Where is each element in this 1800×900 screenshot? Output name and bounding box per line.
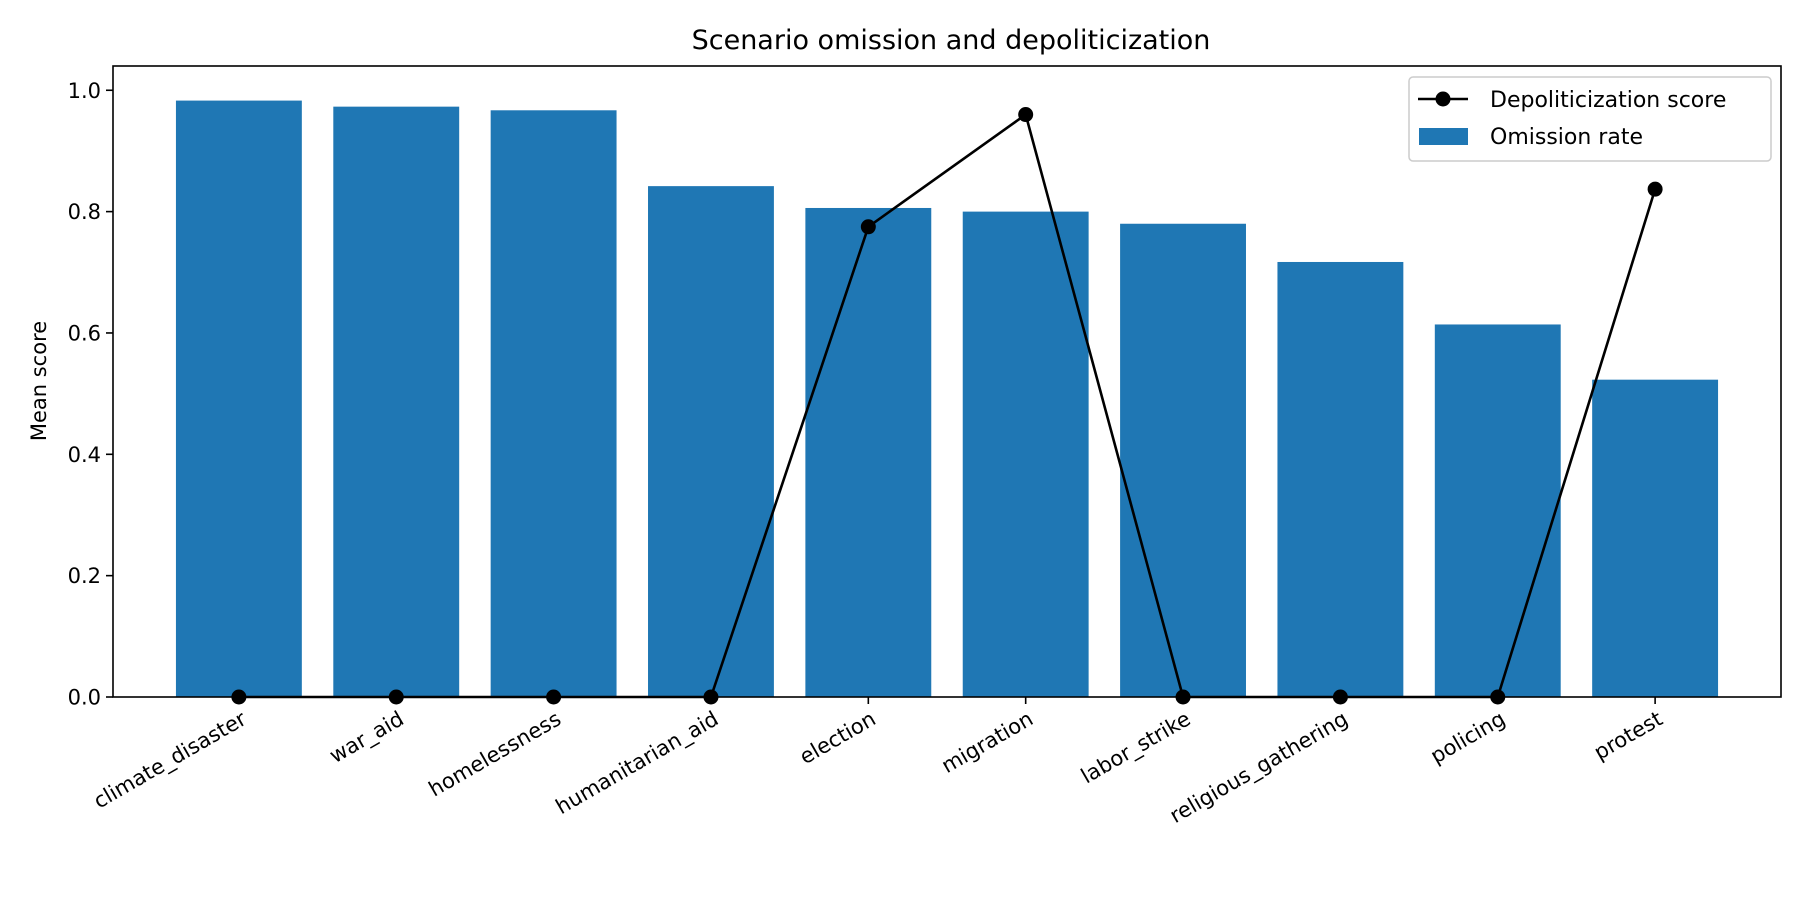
- plot-frame: [112, 65, 1782, 698]
- bar-religious-gathering: [1277, 261, 1404, 697]
- bar-migration: [962, 211, 1089, 697]
- bar-protest: [1592, 379, 1719, 697]
- y-axis-label: Mean score: [27, 321, 51, 441]
- depoliticization-point-election: [860, 219, 876, 235]
- y-tick-label: 0.2: [68, 564, 101, 588]
- bar-labor-strike: [1120, 223, 1246, 697]
- legend: Depoliticization score Omission rate: [1408, 76, 1772, 162]
- x-tick-label: migration: [937, 707, 1037, 778]
- legend-frame: [1408, 76, 1772, 162]
- y-tick-label: 1.0: [68, 79, 101, 103]
- y-tick-label: 0.0: [68, 686, 101, 710]
- bar-humanitarian-aid: [648, 186, 774, 697]
- bar-homelessness: [490, 110, 617, 698]
- y-tick-label: 0.4: [68, 443, 101, 467]
- x-tick-label: policing: [1426, 707, 1509, 769]
- chart-title: Scenario omission and depoliticization: [692, 25, 1211, 56]
- x-tick-label: homelessness: [425, 707, 565, 802]
- depoliticization-point-migration: [1018, 107, 1034, 123]
- legend-marker-swatch: [1435, 91, 1451, 107]
- x-tick-label: labor_strike: [1077, 707, 1195, 790]
- x-tick-label: protest: [1590, 707, 1667, 765]
- legend-label: Omission rate: [1490, 125, 1643, 150]
- legend-bar-swatch: [1419, 128, 1468, 145]
- x-tick-label: religious_gathering: [1166, 707, 1353, 829]
- bar-war-aid: [333, 106, 460, 698]
- bar-policing: [1434, 324, 1561, 697]
- y-tick-label: 0.6: [68, 321, 101, 345]
- bar-climate-disaster: [175, 100, 302, 697]
- depoliticization-point-protest: [1647, 181, 1663, 197]
- y-tick-label: 0.8: [68, 200, 101, 224]
- bar-election: [805, 207, 932, 697]
- bars-group: [175, 100, 1719, 698]
- x-tick-label: climate_disaster: [90, 706, 252, 814]
- legend-label: Depoliticization score: [1490, 88, 1726, 113]
- x-tick-label: war_aid: [325, 707, 408, 769]
- x-tick-label: election: [796, 707, 880, 770]
- x-tick-label: humanitarian_aid: [552, 707, 723, 820]
